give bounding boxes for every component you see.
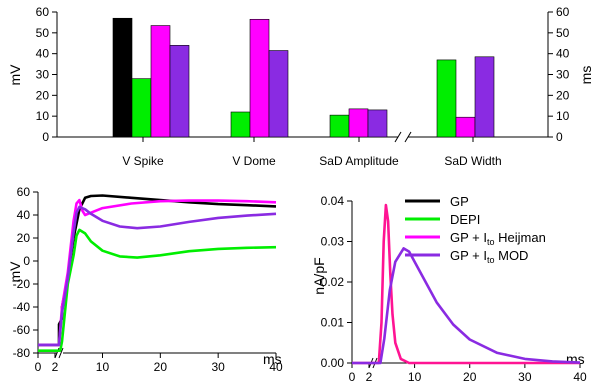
bar-axis-break-mark (394, 131, 402, 143)
ap-ytick-label: -80 (13, 346, 31, 360)
ito-xtick-label: 40 (573, 370, 587, 384)
bar-gp-ito-heijman-0 (150, 25, 171, 138)
ito-xtick-label: 2 (366, 370, 373, 384)
legend-heijman-post: Heijman (495, 230, 546, 245)
ap-axis-break-mark (58, 347, 64, 359)
ap-xtick-label: 30 (211, 360, 225, 374)
ap-ytick-label: -60 (13, 323, 31, 337)
bar-category-label: V Spike (122, 154, 164, 168)
bar-ytick-label-right: 0 (556, 130, 563, 144)
ap-xtick-label: 40 (269, 360, 283, 374)
ap-ytick-label: -20 (13, 277, 31, 291)
bar-gp-ito-mod-3 (474, 56, 495, 138)
ap-ytick-label: 60 (17, 185, 31, 199)
ap-xtick-label: 10 (96, 360, 110, 374)
ap-line-gp-ito-mod (38, 205, 277, 347)
ito-ytick-label: 0.03 (321, 235, 345, 249)
bar-ytick-label-left: 30 (36, 68, 50, 82)
bar-ytick-label-left: 40 (36, 47, 50, 61)
ito-xtick-label: 20 (463, 370, 477, 384)
ito-xtick-label: 30 (518, 370, 532, 384)
bar-depi-1 (230, 111, 251, 138)
bar-gp-ito-heijman-1 (249, 18, 270, 138)
ito-ylabel: nA/pF (311, 257, 327, 294)
ap-line-depi (38, 228, 277, 352)
bar-category-label: V Dome (232, 154, 276, 168)
ito-ytick-label: 0.04 (321, 194, 345, 208)
ito-current-panel: nA/pF ms 0.00 0.01 0.02 0.03 0.04 0 2 10 20 30 40 (311, 194, 587, 384)
ap-xtick-label: 2 (52, 360, 59, 374)
bar-ytick-label-right: 30 (556, 68, 570, 82)
ap-ytick-label: -40 (13, 300, 31, 314)
bar-ytick-label-right: 50 (556, 26, 570, 40)
bar-gp-0 (112, 17, 133, 138)
ap-ytick-label: 20 (17, 231, 31, 245)
legend-label-heijman: GP + Ito Heijman (450, 230, 546, 247)
bar-chart-panel: mV ms 0 0 10 10 20 20 30 30 40 40 50 50 60 60 V Spike V… (7, 5, 594, 168)
bar-ylabel-right: ms (578, 66, 594, 85)
ito-ytick-label: 0.00 (321, 356, 345, 370)
bar-axis-break-mark (404, 131, 412, 143)
ap-ylabel: mV (7, 261, 23, 283)
bar-category-label: SaD Amplitude (319, 154, 399, 168)
ito-line-gp-ito-heijman (352, 203, 580, 365)
bar-ytick-label-left: 10 (36, 109, 50, 123)
legend-heijman-pre: GP + I (450, 230, 487, 245)
ito-ytick-label: 0.02 (321, 275, 345, 289)
bar-gp-ito-mod-0 (169, 45, 190, 138)
bar-ytick-label-right: 10 (556, 109, 570, 123)
bar-category-label: SaD Width (444, 154, 501, 168)
bar-gp-ito-heijman-2 (348, 108, 369, 138)
bar-gp-ito-mod-1 (268, 50, 289, 138)
bar-ytick-label-left: 20 (36, 88, 50, 102)
legend-mod-post: MOD (495, 248, 529, 263)
ap-ytick-label: 40 (17, 208, 31, 222)
ito-xlabel: ms (566, 351, 585, 367)
ito-line-gp-ito-mod (352, 247, 581, 365)
ito-xtick-label: 10 (408, 370, 422, 384)
bar-gp-ito-heijman-3 (455, 116, 476, 138)
ito-xtick-label: 0 (349, 370, 356, 384)
legend-mod-pre: GP + I (450, 248, 487, 263)
legend-mod-sub: to (487, 255, 495, 265)
bar-ytick-label-right: 20 (556, 88, 570, 102)
legend: GP DEPI GP + Ito Heijman GP + Ito MOD (405, 194, 546, 265)
bar-ytick-label-left: 50 (36, 26, 50, 40)
bar-ytick-label-left: 60 (36, 5, 50, 19)
legend-label-depi: DEPI (450, 212, 480, 227)
ap-xlabel: ms (263, 351, 282, 367)
bar-gp-ito-mod-2 (367, 109, 388, 138)
ap-line-gp-ito-heijman (38, 198, 277, 347)
bar-depi-3 (436, 59, 457, 138)
ap-ytick-label: 0 (23, 254, 30, 268)
bar-ytick-label-left: 0 (42, 130, 49, 144)
bar-ytick-label-right: 60 (556, 5, 570, 19)
legend-label-gp: GP (450, 194, 469, 209)
ito-ytick-label: 0.01 (321, 316, 345, 330)
legend-heijman-sub: to (487, 237, 495, 247)
bar-depi-2 (329, 114, 350, 138)
bar-depi-0 (131, 78, 152, 138)
legend-label-mod: GP + Ito MOD (450, 248, 528, 265)
bar-ylabel-left: mV (7, 64, 23, 86)
ap-xtick-label: 20 (154, 360, 168, 374)
bar-ytick-label-right: 40 (556, 47, 570, 61)
ap-xtick-label: 0 (35, 360, 42, 374)
